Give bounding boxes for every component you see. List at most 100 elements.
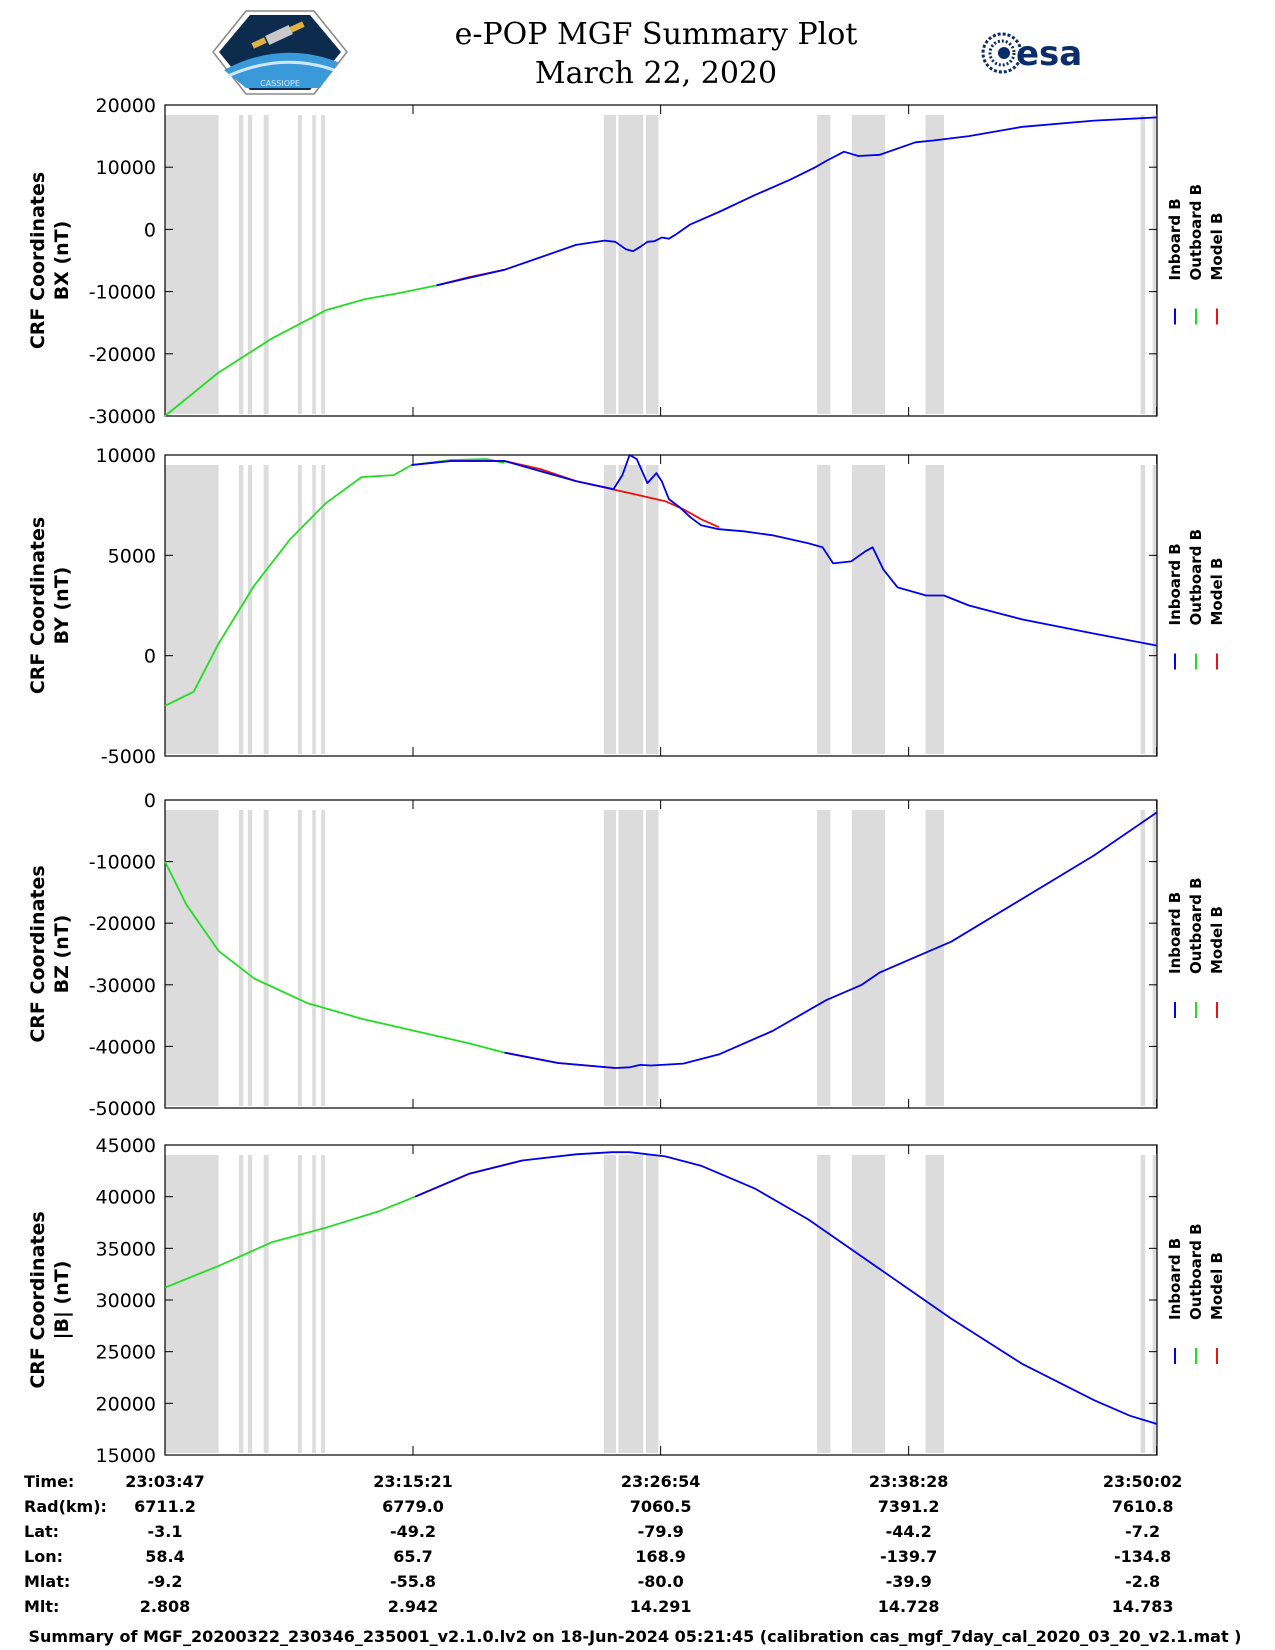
plot-panels: -30000 -20000 -10000 0 10000 20000 CRF Coordin… <box>27 95 1226 1467</box>
legend-label-model: Model B <box>1208 1252 1226 1320</box>
plot-panel-2: -5000 0 5000 10000 CRF Coordinates BY (nT) Inb… <box>27 445 1226 768</box>
shaded-interval <box>321 1155 326 1453</box>
shaded-interval <box>247 810 253 1106</box>
shaded-interval <box>925 465 945 754</box>
shaded-interval <box>238 1155 244 1453</box>
ephemeris-cell: 65.7 <box>393 1547 432 1566</box>
y-tick-label: 20000 <box>96 1393 156 1415</box>
shaded-interval <box>312 1155 316 1453</box>
shaded-interval <box>238 810 244 1106</box>
y-axis-label-line-1: CRF Coordinates <box>27 1211 49 1388</box>
ephemeris-cell: -9.2 <box>148 1572 183 1591</box>
ephemeris-cell: 168.9 <box>635 1547 686 1566</box>
ephemeris-row-label: Lat: <box>24 1522 59 1541</box>
series-line-inboard <box>411 454 1158 647</box>
ephemeris-row-label: Lon: <box>24 1547 63 1566</box>
ephemeris-cell: 6779.0 <box>382 1497 444 1516</box>
series-line-outboard <box>164 1195 416 1289</box>
shaded-interval <box>645 810 659 1106</box>
ephemeris-cell: -55.8 <box>390 1572 436 1591</box>
shaded-interval <box>1152 115 1157 414</box>
ephemeris-cell: 6711.2 <box>134 1497 196 1516</box>
y-axis-label-line-2: BY (nT) <box>51 567 73 645</box>
shaded-interval <box>297 115 302 414</box>
shaded-intervals <box>165 465 1157 754</box>
plot-title-line-1: e-POP MGF Summary Plot <box>455 17 858 52</box>
legend-label-outboard: Outboard B <box>1187 1223 1205 1320</box>
y-axis-label-line-2: BX (nT) <box>51 221 73 301</box>
shaded-interval <box>321 115 326 414</box>
legend: Inboard B Outboard B Model B <box>1166 1223 1226 1364</box>
shaded-interval <box>618 810 644 1106</box>
footer-caption: Summary of MGF_20200322_230346_235001_v2… <box>29 1627 1242 1646</box>
shaded-interval <box>1152 465 1157 754</box>
shaded-interval <box>851 465 886 754</box>
ephemeris-cell: 23:38:28 <box>869 1472 949 1491</box>
series-line-inboard <box>504 811 1158 1069</box>
y-tick-label: 10000 <box>96 445 156 467</box>
shaded-interval <box>165 465 219 754</box>
legend-label-inboard: Inboard B <box>1166 892 1184 974</box>
shaded-interval <box>247 115 253 414</box>
shaded-interval <box>925 115 945 414</box>
shaded-intervals <box>165 115 1157 414</box>
shaded-interval <box>263 1155 269 1453</box>
shaded-interval <box>603 465 616 754</box>
ephemeris-cell: 58.4 <box>145 1547 184 1566</box>
y-tick-label: 0 <box>144 219 156 241</box>
shaded-interval <box>238 115 244 414</box>
shaded-interval <box>817 465 831 754</box>
shaded-interval <box>925 810 945 1106</box>
ephemeris-cell: 23:26:54 <box>621 1472 701 1491</box>
shaded-interval <box>851 1155 886 1453</box>
plot-panel-3: -50000 -40000 -30000 -20000 -10000 0 CRF Coord… <box>27 790 1226 1120</box>
shaded-interval <box>817 810 831 1106</box>
y-tick-label: 40000 <box>96 1187 156 1209</box>
shaded-interval <box>645 465 659 754</box>
ephemeris-cell: -2.8 <box>1125 1572 1160 1591</box>
ephemeris-cell: -7.2 <box>1125 1522 1160 1541</box>
legend-label-model: Model B <box>1208 906 1226 974</box>
y-tick-label: -5000 <box>101 746 156 768</box>
ephemeris-cell: -3.1 <box>148 1522 183 1541</box>
legend-label-outboard: Outboard B <box>1187 529 1205 626</box>
y-tick-label: 5000 <box>108 545 156 567</box>
y-tick-label: 10000 <box>96 157 156 179</box>
y-axis-label: CRF Coordinates |B| (nT) <box>27 1211 73 1388</box>
shaded-interval <box>165 1155 219 1453</box>
series-line-model <box>414 1159 523 1198</box>
y-tick-label: 30000 <box>96 1290 156 1312</box>
shaded-interval <box>247 465 253 754</box>
ephemeris-cell: -49.2 <box>390 1522 436 1541</box>
shaded-interval <box>263 115 269 414</box>
ephemeris-row-label: Mlat: <box>24 1572 70 1591</box>
shaded-interval <box>238 465 244 754</box>
shaded-interval <box>312 115 316 414</box>
series-line-model <box>411 460 720 529</box>
y-tick-label: 0 <box>144 646 156 668</box>
ephemeris-cell: -44.2 <box>886 1522 932 1541</box>
shaded-interval <box>263 465 269 754</box>
y-tick-label: -50000 <box>89 1098 156 1120</box>
shaded-interval <box>1140 810 1146 1106</box>
ephemeris-cell: 2.942 <box>388 1597 439 1616</box>
shaded-interval <box>247 1155 253 1453</box>
shaded-interval <box>925 1155 945 1453</box>
legend: Inboard B Outboard B Model B <box>1166 529 1226 670</box>
shaded-intervals <box>165 1155 1157 1453</box>
y-axis-label: CRF Coordinates BY (nT) <box>27 517 73 694</box>
y-axis-label: CRF Coordinates BZ (nT) <box>27 865 73 1042</box>
shaded-interval <box>645 1155 659 1453</box>
shaded-intervals <box>165 810 1157 1106</box>
plot-title-line-2: March 22, 2020 <box>535 56 777 91</box>
ephemeris-cell: -79.9 <box>638 1522 684 1541</box>
ephemeris-row-label: Time: <box>24 1472 74 1491</box>
y-axis-label-line-2: BZ (nT) <box>51 915 73 994</box>
shaded-interval <box>603 810 616 1106</box>
shaded-interval <box>312 810 316 1106</box>
shaded-interval <box>603 115 616 414</box>
shaded-interval <box>297 810 302 1106</box>
legend-label-inboard: Inboard B <box>1166 1238 1184 1320</box>
series-line-inboard <box>414 1151 1158 1425</box>
